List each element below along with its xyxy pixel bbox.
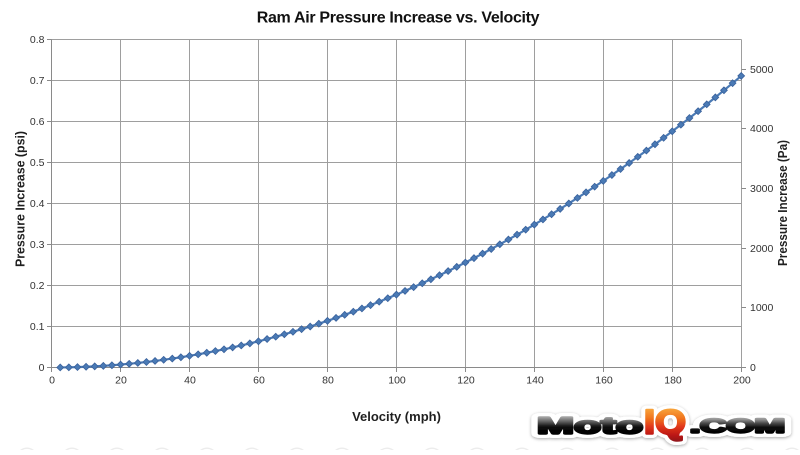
svg-text:0.3: 0.3 bbox=[30, 239, 45, 251]
svg-text:3000: 3000 bbox=[750, 183, 774, 195]
svg-text:80: 80 bbox=[322, 375, 334, 387]
svg-text:60: 60 bbox=[253, 375, 265, 387]
svg-text:40: 40 bbox=[184, 375, 196, 387]
svg-text:0.4: 0.4 bbox=[30, 198, 45, 210]
svg-text:160: 160 bbox=[595, 375, 613, 387]
svg-text:5000: 5000 bbox=[750, 64, 774, 76]
svg-text:Ram Air Pressure Increase vs.: Ram Air Pressure Increase vs. Velocity bbox=[257, 10, 540, 27]
svg-text:0.8: 0.8 bbox=[30, 34, 45, 46]
svg-text:Moto: Moto bbox=[537, 413, 643, 439]
svg-text:200: 200 bbox=[733, 375, 751, 387]
svg-text:Pressure Increase (psi): Pressure Increase (psi) bbox=[13, 131, 28, 267]
svg-text:20: 20 bbox=[115, 375, 127, 387]
svg-text:120: 120 bbox=[457, 375, 475, 387]
svg-text:Moto: Moto bbox=[537, 413, 643, 439]
svg-text:1000: 1000 bbox=[750, 302, 774, 314]
svg-text:0: 0 bbox=[39, 362, 45, 374]
svg-text:IQ: IQ bbox=[644, 404, 686, 442]
svg-text:180: 180 bbox=[664, 375, 682, 387]
svg-text:0: 0 bbox=[750, 362, 756, 374]
svg-text:4000: 4000 bbox=[750, 123, 774, 135]
svg-text:0.7: 0.7 bbox=[30, 75, 45, 87]
svg-text:Velocity (mph): Velocity (mph) bbox=[352, 409, 441, 424]
svg-text:0.2: 0.2 bbox=[30, 280, 45, 292]
svg-text:Pressure Increase (Pa): Pressure Increase (Pa) bbox=[775, 140, 790, 266]
svg-text:100: 100 bbox=[388, 375, 406, 387]
svg-text:0.1: 0.1 bbox=[30, 321, 45, 333]
svg-text:140: 140 bbox=[526, 375, 544, 387]
svg-text:.COM: .COM bbox=[690, 417, 785, 438]
svg-text:.COM: .COM bbox=[690, 417, 785, 438]
svg-text:0.5: 0.5 bbox=[30, 157, 45, 169]
svg-text:2000: 2000 bbox=[750, 243, 774, 255]
svg-text:0.6: 0.6 bbox=[30, 116, 45, 128]
svg-text:0: 0 bbox=[49, 375, 55, 387]
